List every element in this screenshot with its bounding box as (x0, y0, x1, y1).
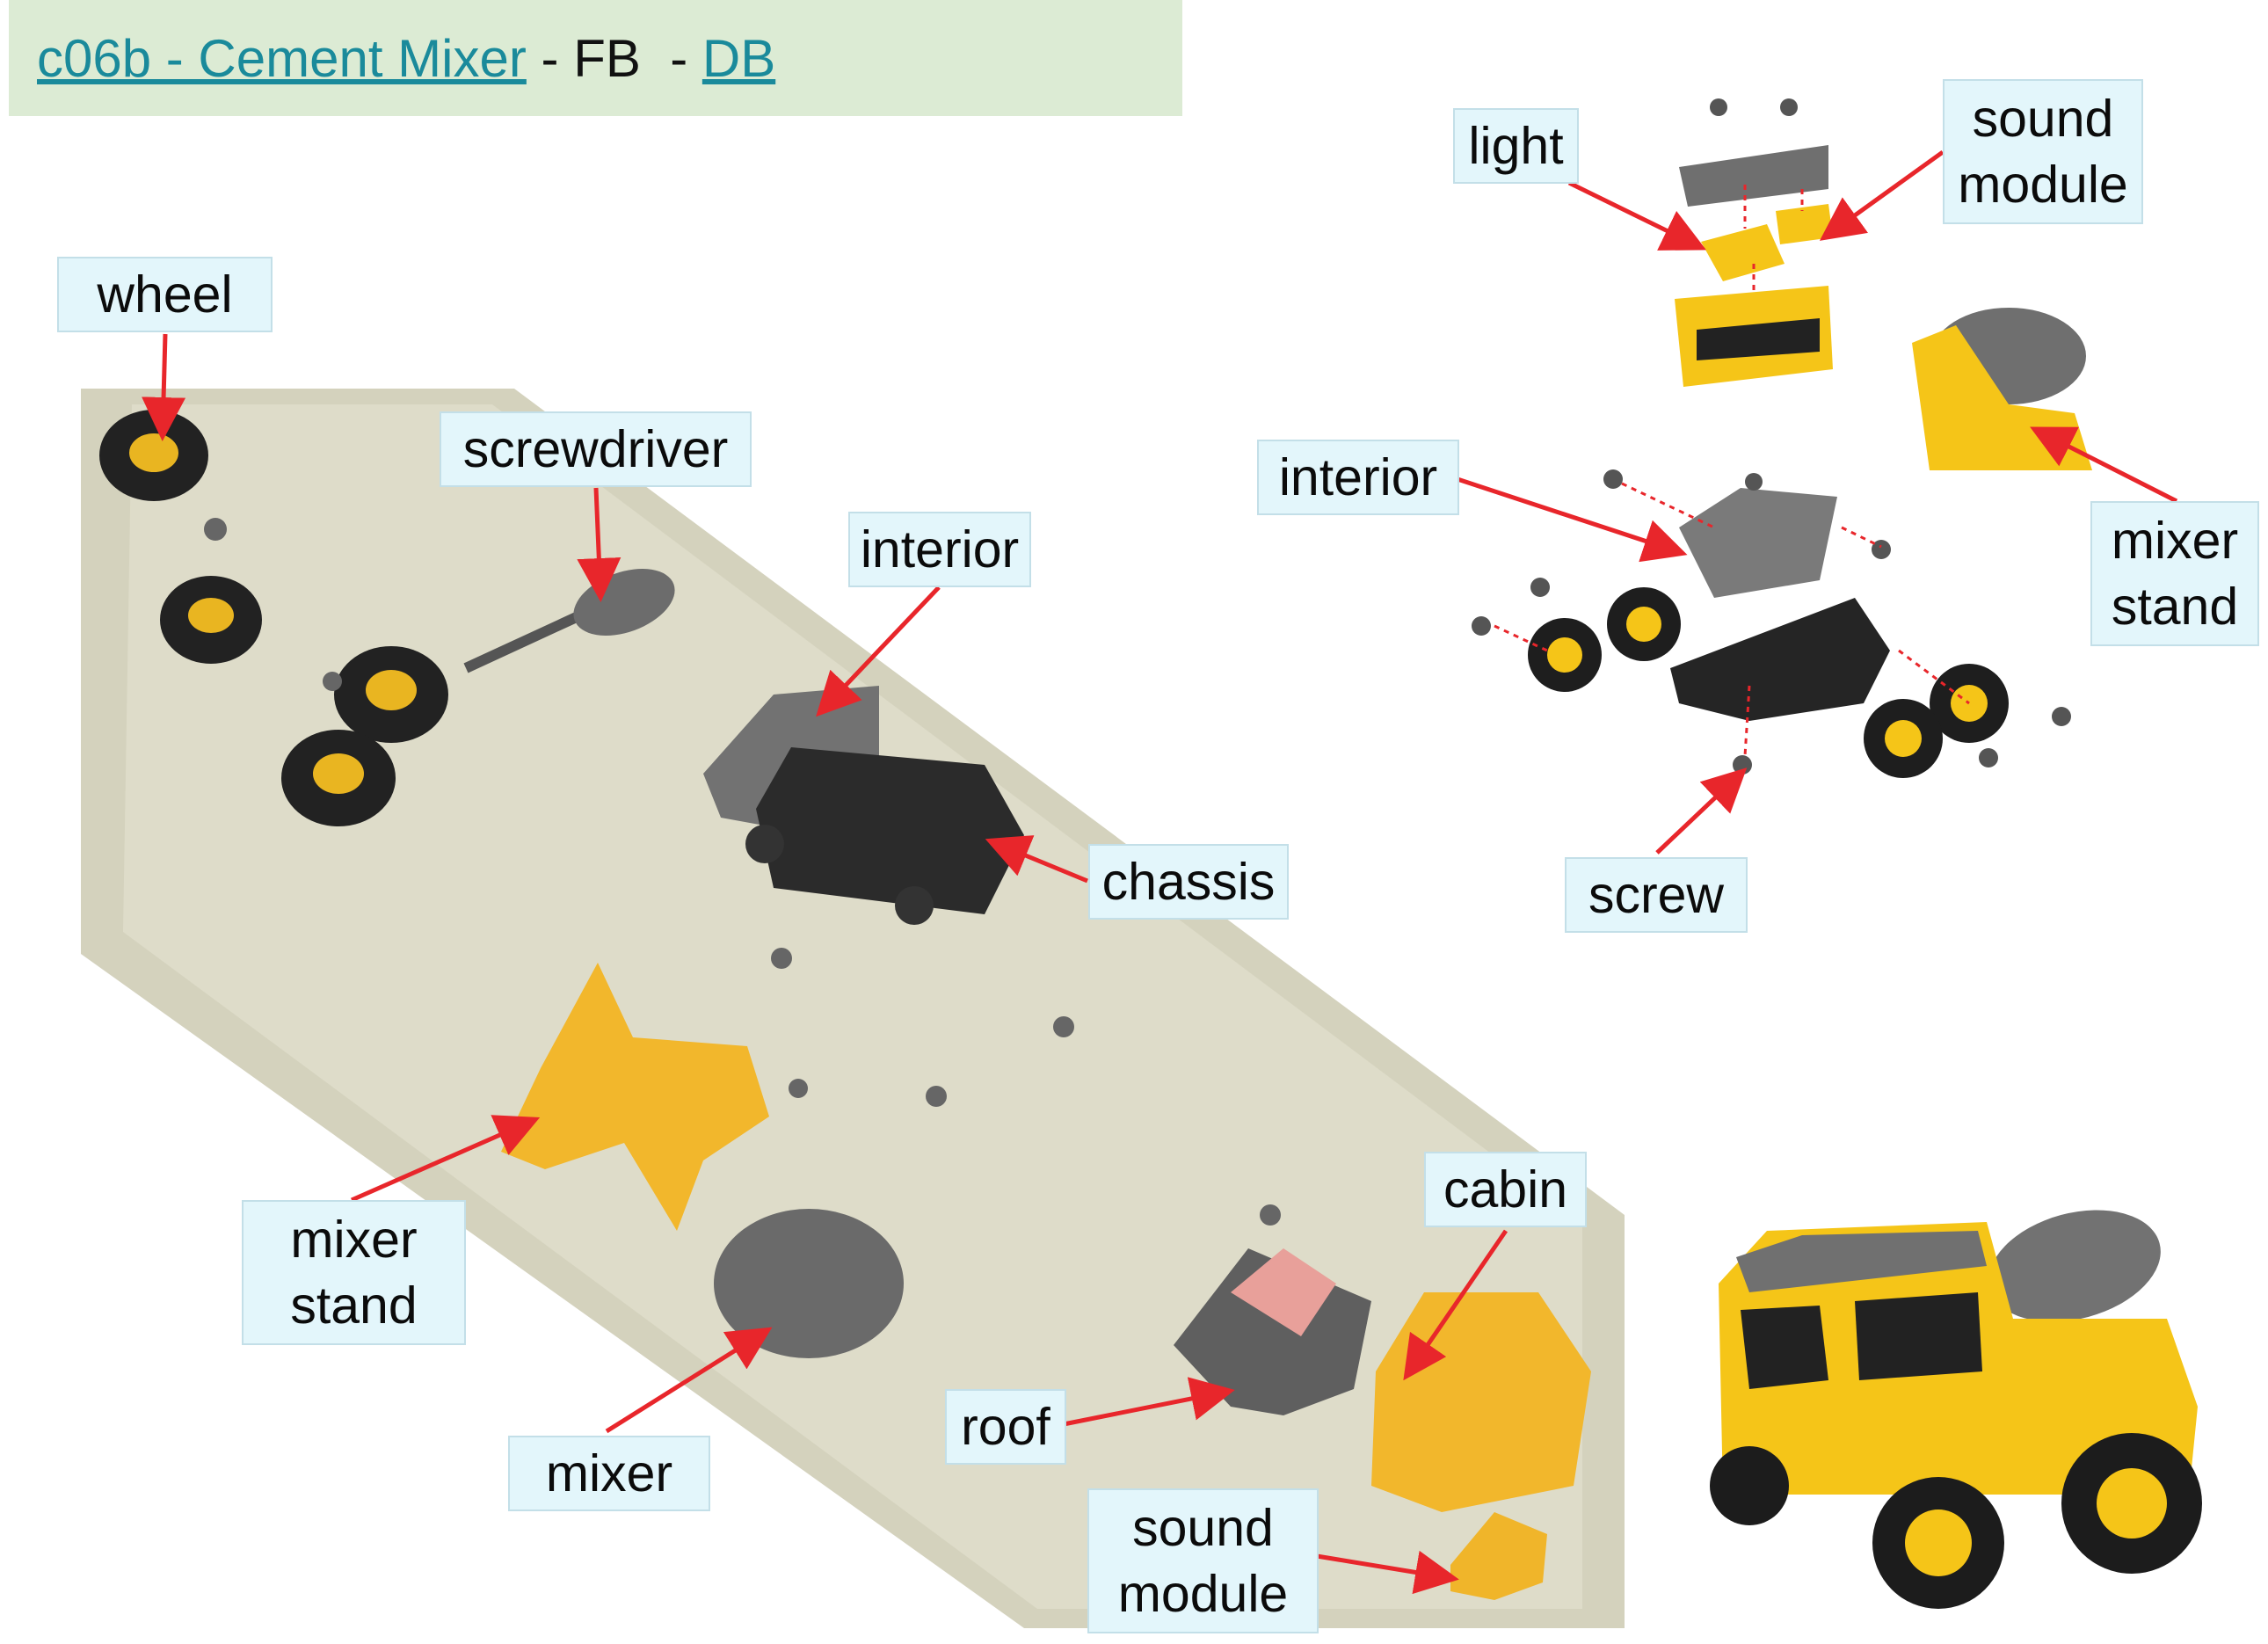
label-sound-module-left: sound module (1087, 1488, 1319, 1633)
label-light: light (1453, 108, 1579, 184)
roof-icon (1174, 1248, 1371, 1415)
mixer-stand-icon (501, 963, 769, 1231)
label-mixer-stand-right: mixer stand (2090, 501, 2259, 646)
db-link[interactable]: DB (701, 28, 776, 88)
label-cabin: cabin (1424, 1152, 1587, 1227)
label-mixer: mixer (508, 1436, 710, 1511)
title-link[interactable]: c06b - Cement Mixer (37, 28, 527, 88)
chassis-icon (745, 747, 1024, 925)
separator: - (640, 28, 702, 88)
label-sound-module-right: sound module (1943, 79, 2143, 224)
label-mixer-stand-left: mixer stand (242, 1200, 466, 1345)
label-screwdriver: screwdriver (440, 411, 752, 487)
fb-label: FB (573, 28, 641, 88)
label-screw: screw (1565, 857, 1748, 933)
exploded-diagram (1472, 98, 2092, 778)
mixer-icon (714, 1209, 904, 1358)
finished-truck-image (1710, 1210, 2202, 1609)
label-wheel: wheel (57, 257, 273, 332)
sound-module-icon (1450, 1512, 1547, 1600)
title-bar: c06b - Cement Mixer - FB - DB (9, 0, 1182, 116)
label-roof: roof (945, 1389, 1066, 1465)
cabin-icon (1371, 1292, 1591, 1512)
screw-icon (204, 518, 1281, 1226)
label-interior-right: interior (1257, 440, 1459, 515)
label-interior-left: interior (848, 512, 1031, 587)
separator: - (526, 28, 574, 88)
label-chassis: chassis (1088, 844, 1289, 920)
